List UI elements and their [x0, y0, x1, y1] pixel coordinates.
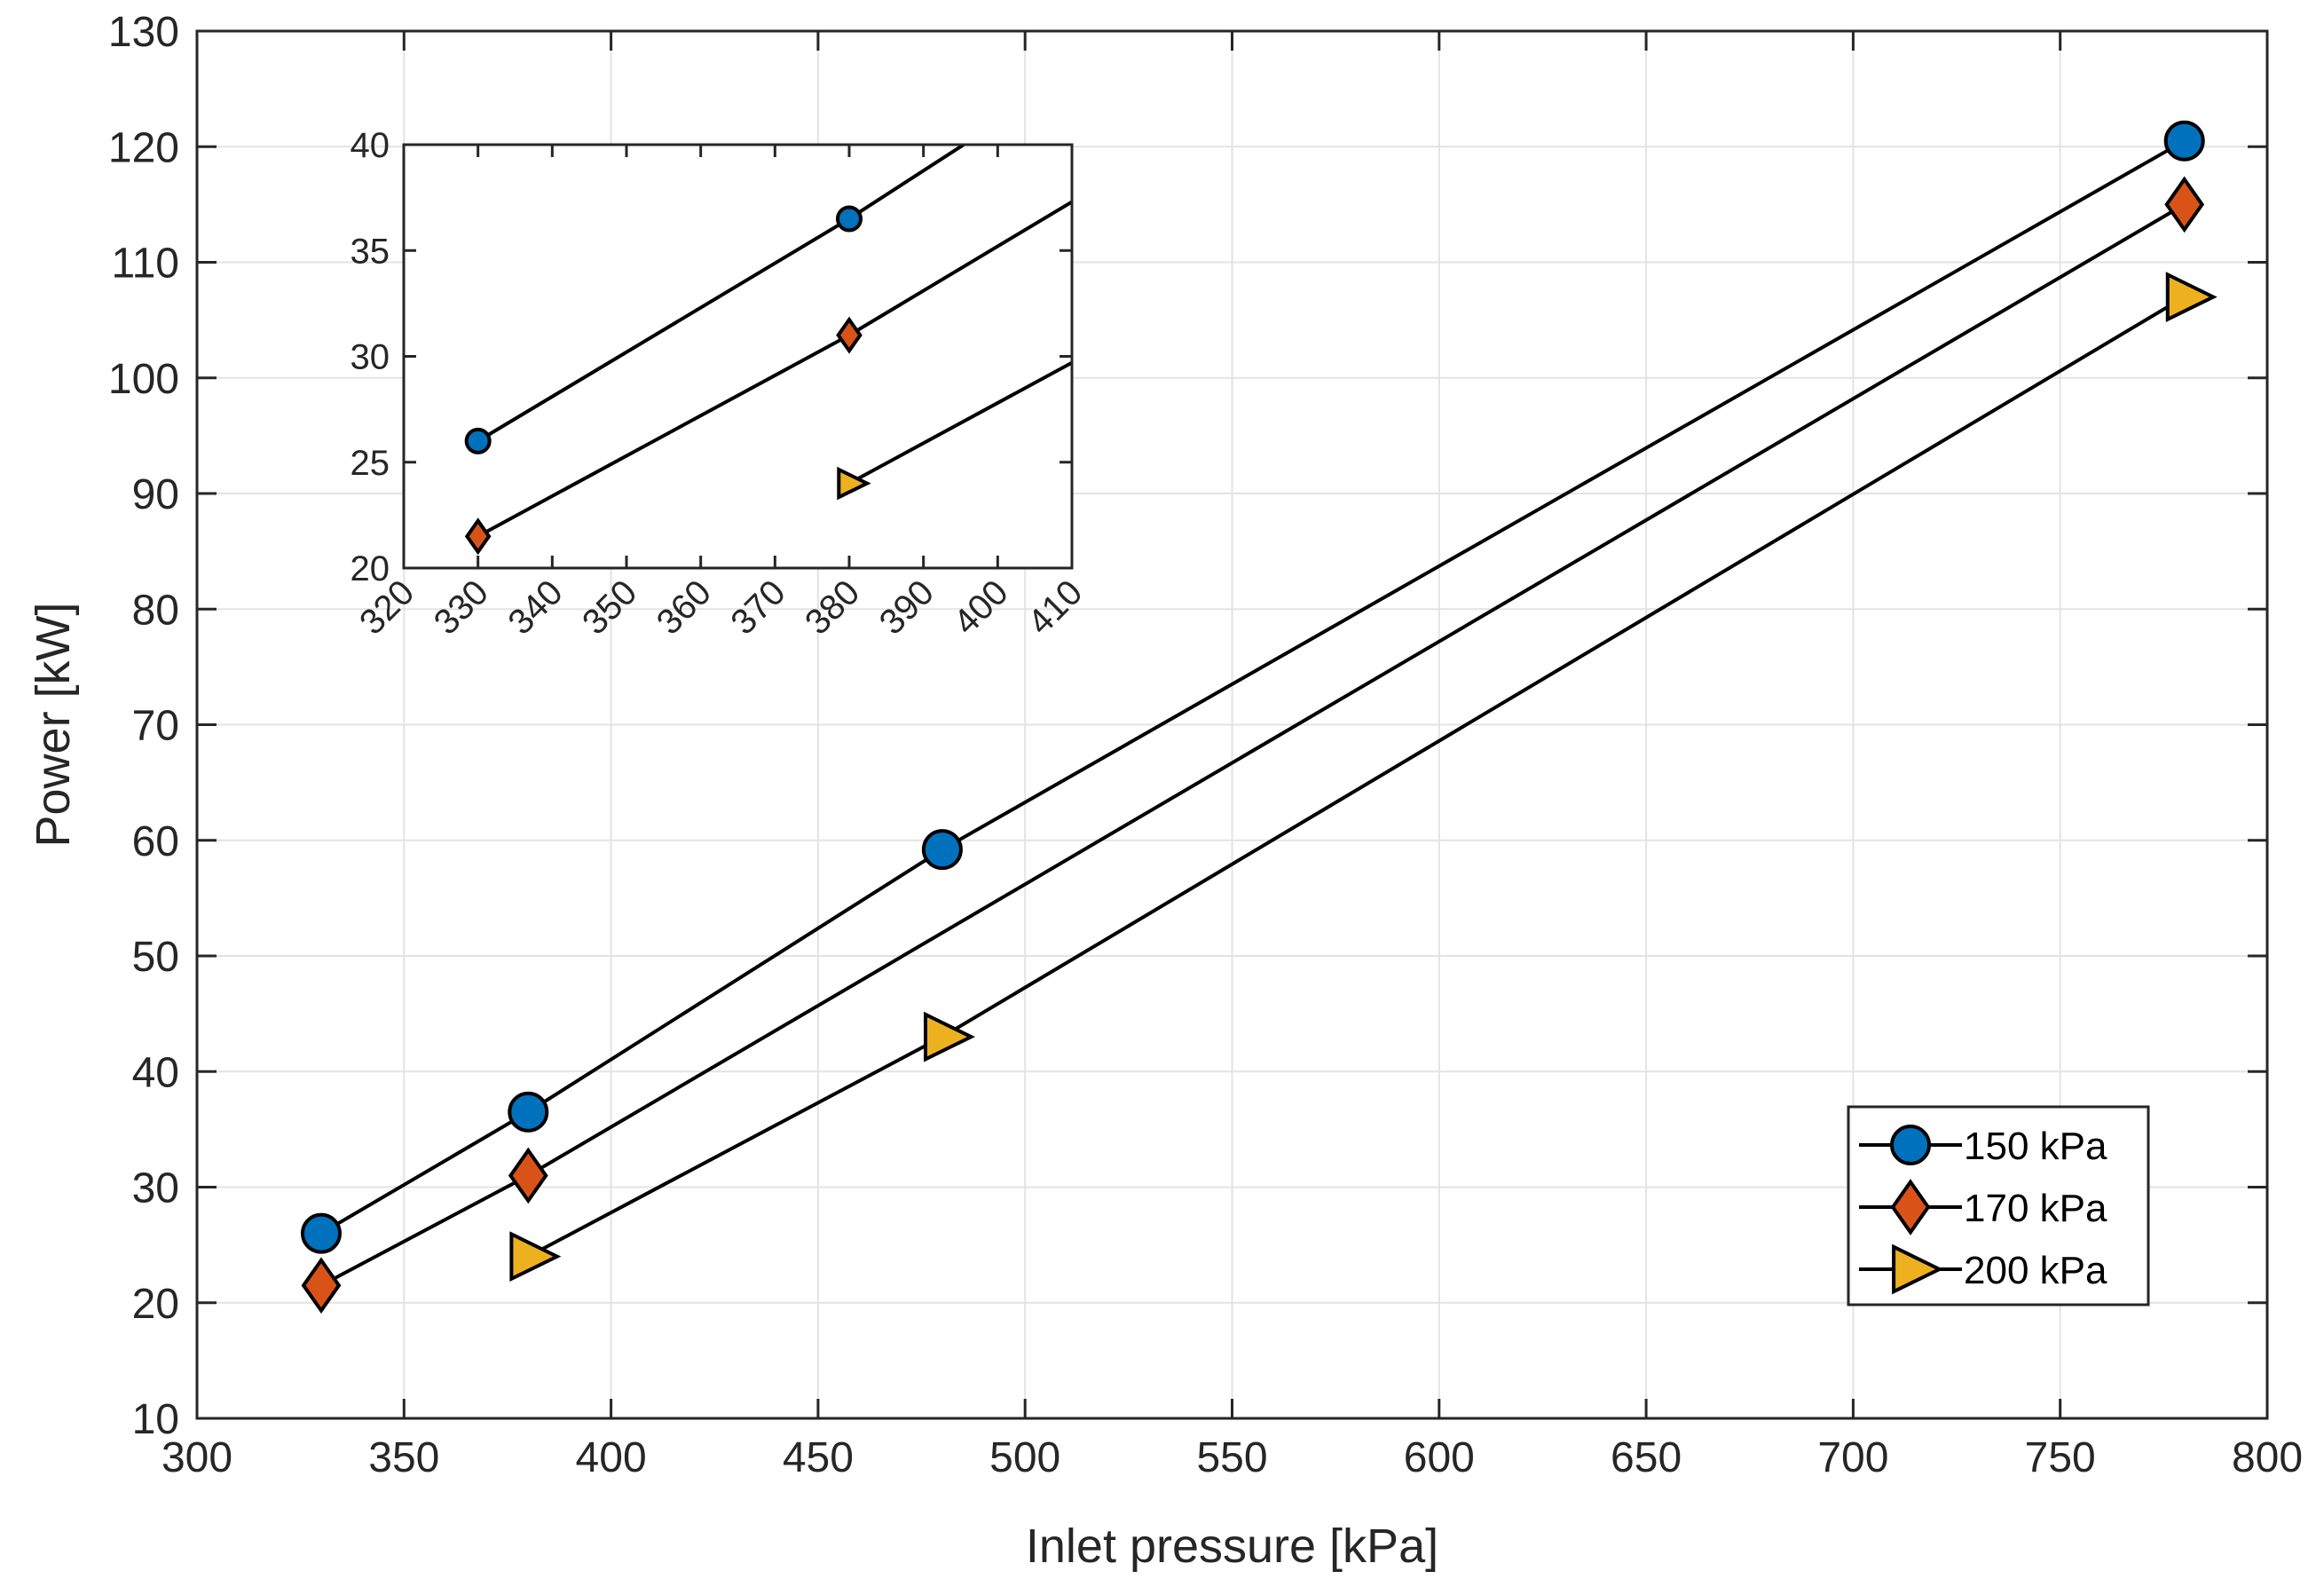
y-axis-title: Power [kW] — [27, 602, 80, 847]
x-tick-label: 500 — [989, 1434, 1060, 1481]
inset-axes-box — [402, 143, 1074, 570]
y-tick-label: 70 — [132, 703, 179, 750]
legend-label: 200 kPa — [1964, 1249, 2107, 1292]
data-point — [923, 1011, 975, 1062]
y-tick-label: 90 — [132, 471, 179, 518]
y-tick-label: 100 — [108, 356, 179, 403]
x-tick-label: 550 — [1196, 1434, 1267, 1481]
x-tick-label: 450 — [783, 1434, 854, 1481]
inset-y-tick-label: 30 — [351, 338, 390, 377]
inset-x-tick-label: 350 — [575, 572, 644, 642]
inset-y-tick-label: 20 — [351, 549, 390, 588]
inset-x-tick-label: 360 — [650, 572, 719, 642]
y-tick-label: 130 — [108, 9, 179, 56]
inset-x-tick-label: 400 — [946, 572, 1015, 642]
x-tick-label: 700 — [1817, 1434, 1888, 1481]
inset-data-point — [836, 205, 863, 233]
y-tick-label: 40 — [132, 1049, 179, 1096]
data-point — [2165, 272, 2218, 322]
legend-marker — [1890, 1125, 1931, 1165]
data-point — [301, 1257, 342, 1315]
legend-label: 150 kPa — [1964, 1125, 2107, 1168]
inset-series-200-kpa — [837, 67, 1610, 501]
inset-x-tick-label: 410 — [1020, 572, 1090, 642]
inset-y-tick-label: 35 — [351, 232, 390, 271]
data-point — [2163, 120, 2205, 162]
x-tick-label: 600 — [1404, 1434, 1475, 1481]
inset-background — [404, 145, 1072, 568]
data-point — [300, 1212, 342, 1254]
legend-label: 170 kPa — [1964, 1187, 2107, 1230]
main-ticks: 300 350 400 450 500 550 600 650 700 750 800 10 20 30 4… — [108, 9, 2303, 1481]
series-150-kpa — [300, 120, 2205, 1254]
inset-plot — [464, 67, 1610, 556]
x-tick-label: 400 — [576, 1434, 647, 1481]
x-axis-title: Inlet pressure [kPa] — [1026, 1520, 1438, 1573]
y-tick-label: 80 — [132, 587, 179, 634]
x-tick-label: 650 — [1611, 1434, 1682, 1481]
inset-x-tick-label: 380 — [798, 572, 867, 642]
inset-x-tick-label: 340 — [500, 572, 570, 642]
inset-data-point — [1581, 67, 1610, 95]
inset-y-tick-label: 25 — [351, 444, 390, 483]
x-tick-label: 800 — [2232, 1434, 2303, 1481]
y-tick-label: 20 — [132, 1281, 179, 1328]
data-point — [921, 829, 963, 871]
main-axes-box — [195, 29, 2269, 1420]
inset-x-tick-label: 370 — [723, 572, 792, 642]
y-tick-label: 50 — [132, 934, 179, 981]
y-tick-label: 10 — [132, 1396, 179, 1443]
data-point — [508, 1091, 549, 1133]
y-tick-label: 60 — [132, 818, 179, 865]
legend: 150 kPa 170 kPa 200 kPa — [1847, 1105, 2150, 1307]
data-point — [509, 1231, 562, 1283]
inset-data-point — [837, 466, 871, 501]
inset-series-170-kpa — [464, 200, 1072, 556]
inset-series-line — [848, 360, 1072, 486]
inset-data-point — [464, 517, 492, 556]
series-200-kpa — [509, 272, 2218, 1283]
y-tick-label: 120 — [108, 124, 179, 171]
x-tick-label: 750 — [2025, 1434, 2096, 1481]
inset-data-point — [464, 427, 492, 454]
data-point — [508, 1147, 548, 1204]
series-170-kpa — [301, 176, 2205, 1315]
legend-marker — [1892, 1243, 1944, 1295]
legend-marker — [1890, 1179, 1931, 1236]
inset-data-point — [836, 316, 863, 354]
main-axes: 300 350 400 450 500 550 600 650 700 750 800 10 20 30 4… — [27, 9, 2303, 1573]
data-point — [2164, 176, 2205, 233]
inset-x-tick-label: 390 — [872, 572, 941, 642]
y-tick-label: 110 — [111, 241, 179, 288]
x-tick-label: 350 — [368, 1434, 439, 1481]
inset-y-tick-label: 40 — [351, 126, 390, 165]
inset-series-150-kpa — [464, 145, 967, 454]
x-tick-label: 300 — [161, 1434, 232, 1481]
series-line — [319, 139, 2186, 1236]
inset-x-tick-label: 330 — [427, 572, 496, 642]
y-tick-label: 30 — [132, 1165, 179, 1212]
